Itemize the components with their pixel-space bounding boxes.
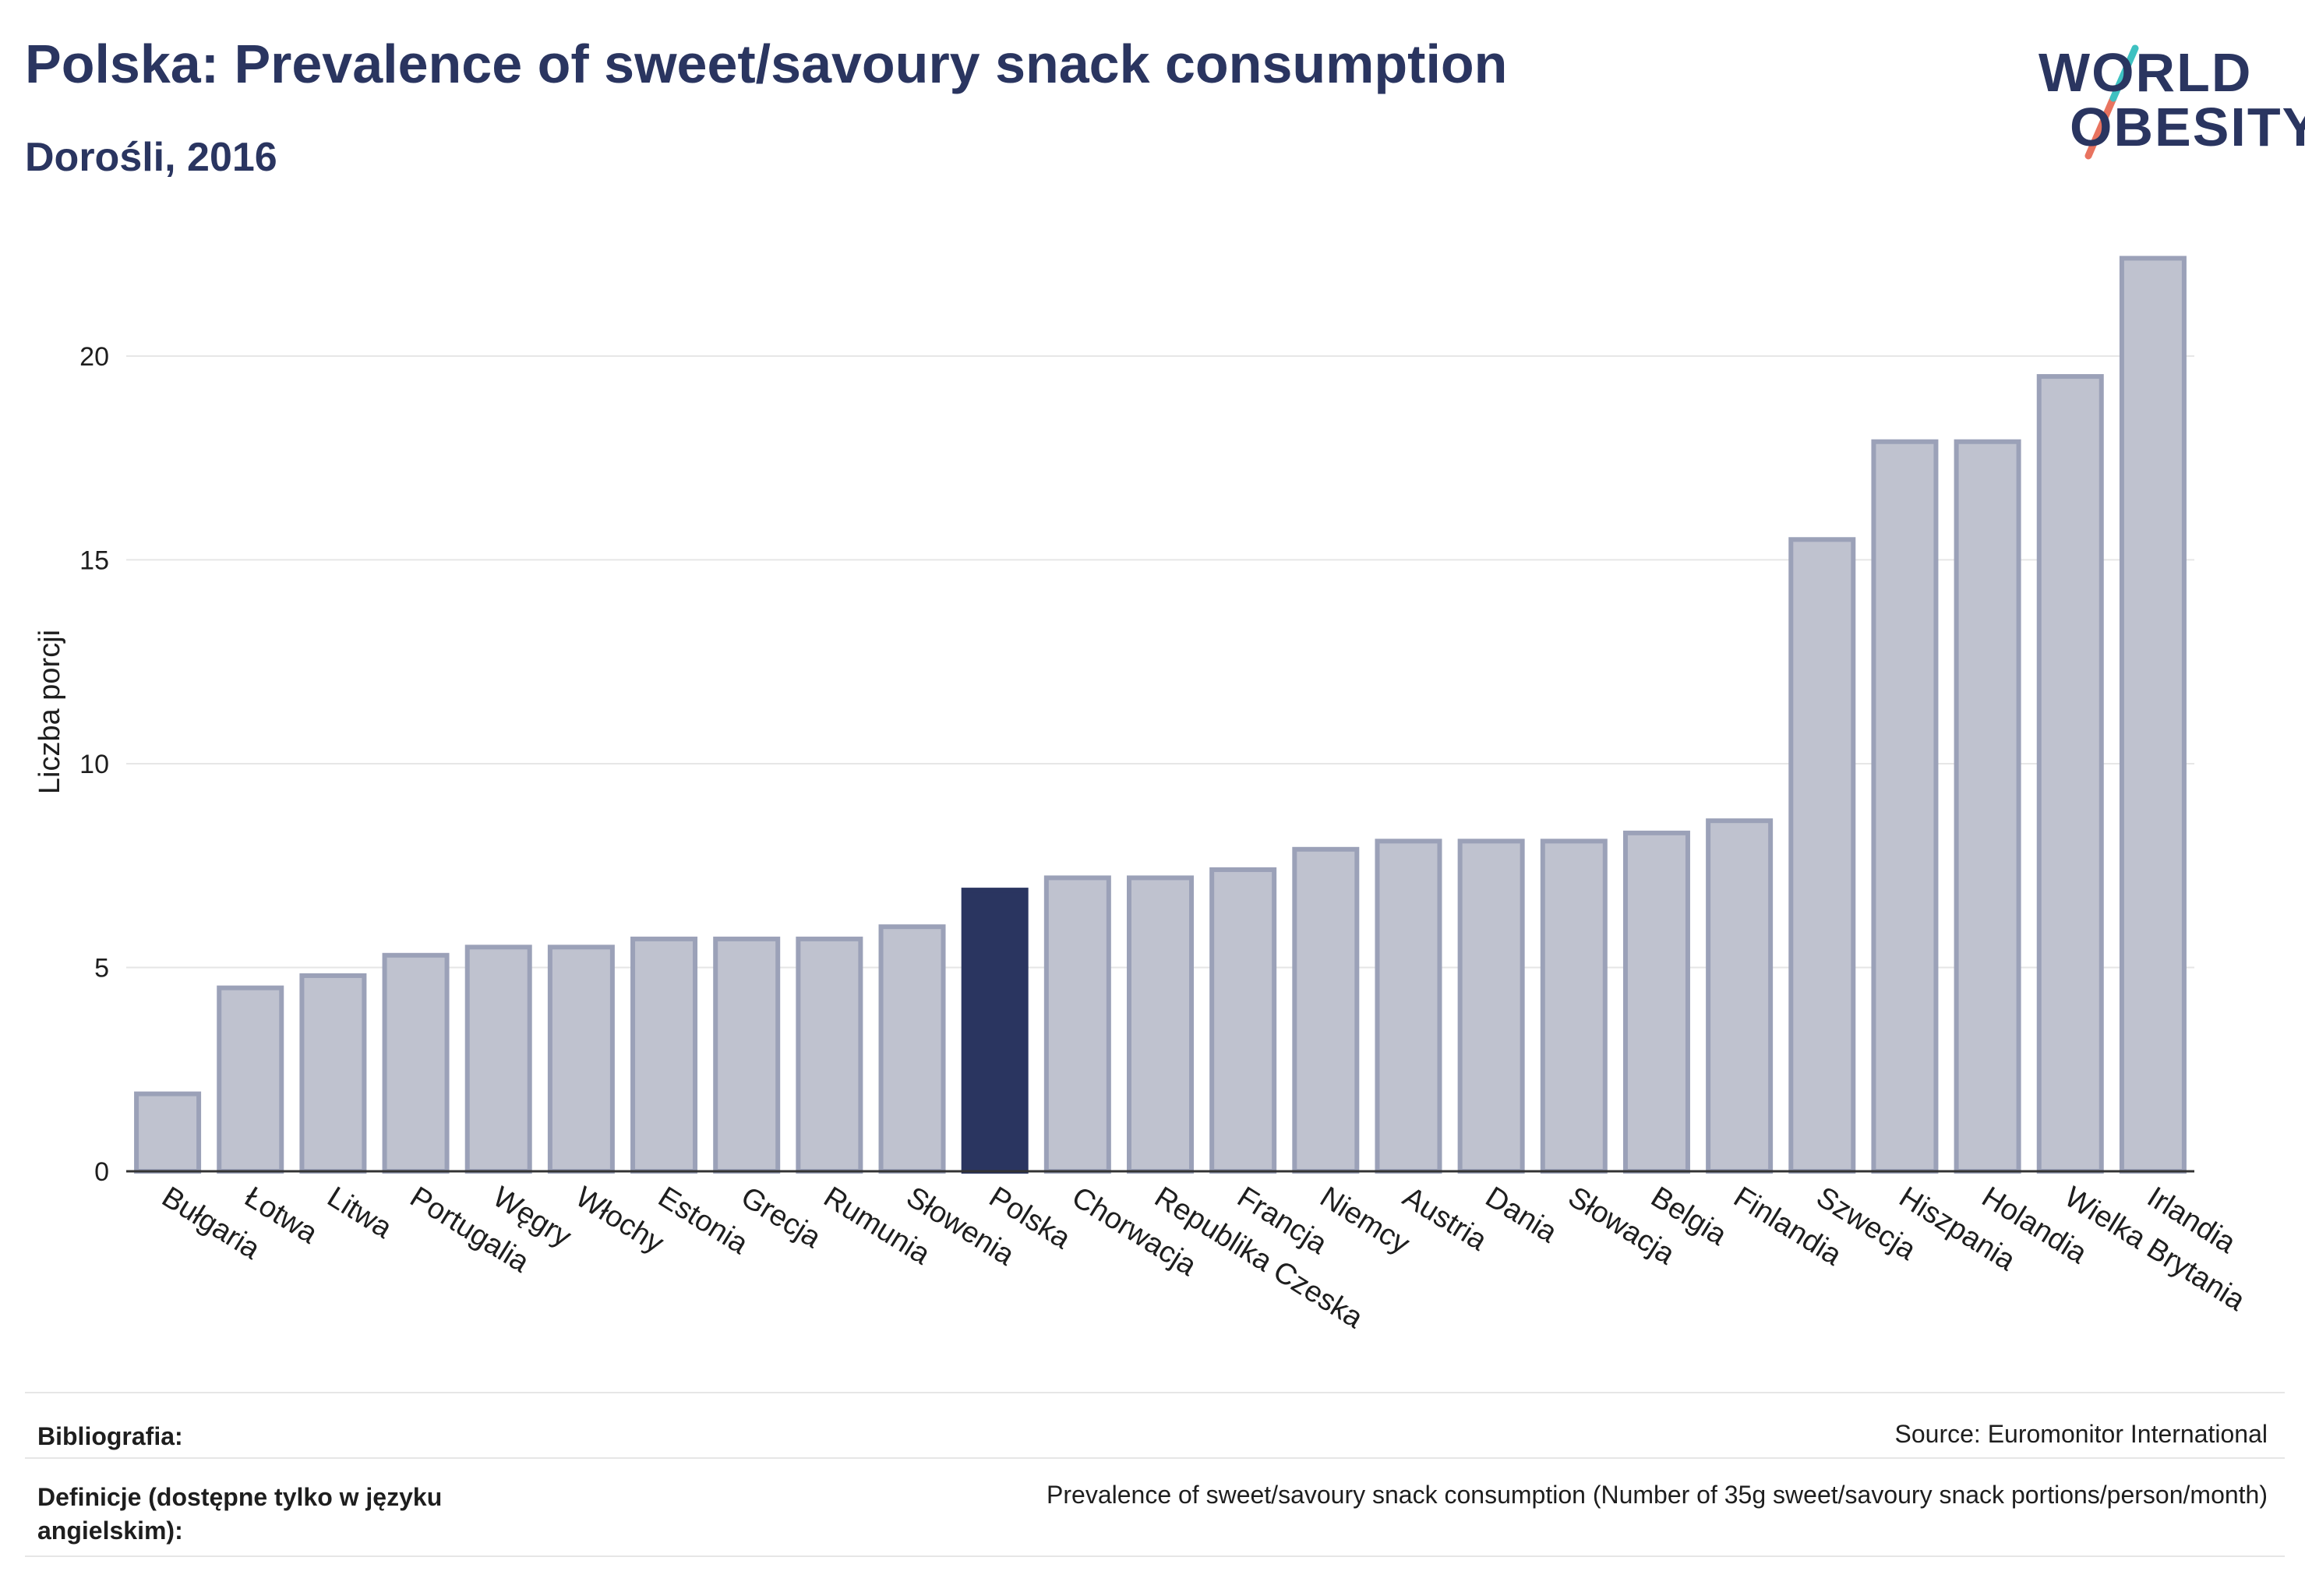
bar-1	[217, 985, 284, 1174]
bar-0	[134, 1091, 202, 1174]
bar-10	[961, 888, 1029, 1174]
bar-9	[878, 924, 946, 1174]
bar-15	[1375, 839, 1442, 1174]
definitions-value: Prevalence of sweet/savoury snack consum…	[1047, 1481, 2268, 1509]
bar-11	[1043, 875, 1111, 1174]
bar-8	[796, 936, 863, 1174]
y-axis-label: Liczba porcji	[34, 630, 66, 794]
logo-line2: OBESITY	[2070, 97, 2305, 157]
bar-7	[713, 936, 781, 1174]
bar-21	[1871, 439, 1939, 1174]
bar-13	[1209, 867, 1277, 1174]
bibliography-label: Bibliografia:	[37, 1422, 183, 1450]
bar-14	[1292, 846, 1360, 1174]
x-tick-label: Włochy	[570, 1181, 669, 1260]
bar-20	[1788, 537, 1856, 1174]
bar-6	[630, 936, 698, 1174]
x-tick-label: Niemcy	[1315, 1181, 1416, 1261]
x-tick-label: Estonia	[652, 1181, 754, 1261]
x-tick-label: Litwa	[322, 1181, 398, 1245]
bar-17	[1540, 839, 1608, 1174]
bar-19	[1706, 818, 1774, 1174]
definitions-label: Definicje (dostępne tylko w języku angie…	[37, 1483, 443, 1545]
bar-12	[1127, 875, 1194, 1174]
bar-24	[2119, 256, 2187, 1174]
bar-3	[382, 952, 450, 1174]
bar-4	[464, 945, 532, 1174]
chart-title: Polska: Prevalence of sweet/savoury snac…	[25, 34, 1508, 94]
x-tick-label: Grecja	[735, 1181, 827, 1255]
bar-22	[1954, 439, 2021, 1174]
bar-18	[1622, 830, 1690, 1174]
bar-23	[2036, 374, 2104, 1174]
bibliography-value: Source: Euromonitor International	[1894, 1420, 2268, 1448]
world-obesity-logo: WORLD OBESITY	[2026, 31, 2305, 171]
y-tick-label: 0	[94, 1157, 109, 1187]
bar-16	[1457, 839, 1525, 1174]
footer-rule-bottom	[25, 1555, 2285, 1557]
y-tick-label: 15	[79, 546, 109, 575]
bar-2	[299, 973, 367, 1174]
y-tick-label: 5	[94, 953, 109, 983]
footer-rule-top	[25, 1392, 2285, 1393]
logo-line1: WORLD	[2038, 42, 2253, 103]
chart-subtitle: Dorośli, 2016	[25, 135, 277, 180]
footer-rule-middle	[25, 1457, 2285, 1459]
logo-slash-icon	[2084, 44, 2139, 160]
y-tick-label: 10	[79, 750, 109, 779]
bar-5	[547, 945, 615, 1174]
x-tick-label: Dania	[1480, 1181, 1563, 1250]
y-tick-label: 20	[79, 342, 109, 372]
x-tick-label: Austria	[1397, 1181, 1493, 1258]
